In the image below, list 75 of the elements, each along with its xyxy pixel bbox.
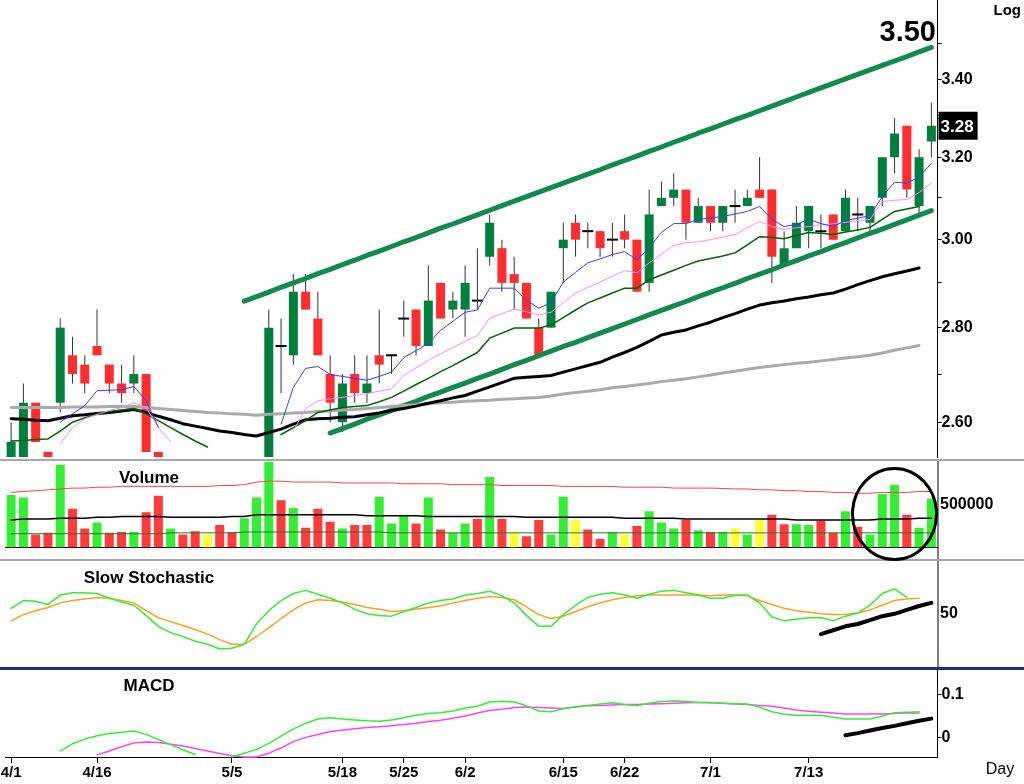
bar (558, 496, 568, 548)
y-tick-label: 0.1 (941, 685, 964, 703)
y-tick-label: 3.40 (941, 70, 973, 88)
bar (755, 519, 765, 548)
text: 50 (940, 604, 958, 622)
bar (804, 525, 814, 548)
bar (546, 534, 556, 548)
candlestick (606, 222, 618, 257)
bar (485, 476, 495, 548)
bar (681, 519, 691, 548)
candlestick (398, 300, 410, 337)
annotation: 3.28 (940, 116, 974, 136)
bar (387, 523, 396, 548)
chart-title: Slow Stochastic (83, 567, 215, 587)
candlestick (275, 318, 287, 394)
bar (141, 512, 151, 548)
x-tick-label: 6/22 (610, 763, 640, 781)
bar (521, 536, 531, 548)
x-tick-label: 6/15 (548, 763, 578, 781)
text: 500000 (940, 495, 994, 513)
bar (67, 508, 77, 548)
bar (31, 534, 41, 548)
bar (55, 464, 65, 548)
bar (877, 494, 887, 548)
x-tick-label: 7/13 (794, 763, 824, 781)
bar (117, 532, 127, 548)
x-tick-label: 5/5 (221, 763, 243, 781)
candlestick (582, 222, 594, 249)
x-tick-label: 5/18 (327, 763, 358, 781)
bar (92, 522, 102, 548)
chart-title: Volume (118, 467, 180, 487)
bar (350, 525, 360, 548)
bar (411, 523, 421, 548)
bar (178, 534, 188, 548)
chart-title: MACD (123, 675, 175, 695)
bar (791, 524, 801, 548)
bar (18, 497, 28, 548)
x-tick-label: 5/25 (389, 763, 419, 781)
bar (865, 534, 875, 548)
bar (595, 538, 605, 548)
bar (215, 525, 225, 548)
bar (239, 518, 249, 548)
bar (153, 495, 163, 548)
bar (374, 496, 384, 548)
bar (816, 520, 826, 548)
y-tick-label: 2.60 (941, 412, 973, 430)
x-tick-label: 4/1 (0, 763, 22, 781)
bar (264, 461, 274, 548)
y-tick-label: 2.80 (941, 318, 973, 336)
y-tick-label: 0 (941, 727, 951, 745)
bar (497, 519, 507, 548)
x-tick-label: 6/2 (454, 763, 476, 781)
x-tick-label: 7/1 (700, 763, 721, 781)
text: Log (993, 1, 1021, 19)
x-tick-label: 4/16 (82, 763, 112, 781)
bar (202, 534, 212, 548)
bar (6, 494, 16, 548)
x-axis-title: Day (985, 760, 1015, 778)
bar (779, 524, 789, 548)
bar (571, 519, 581, 548)
bar (362, 525, 372, 548)
bar (80, 528, 90, 548)
annotation: 3.50 (879, 15, 936, 47)
bar (276, 500, 286, 548)
y-tick-label: 3.20 (941, 147, 973, 165)
bar (890, 484, 900, 548)
bar (460, 523, 470, 548)
bar (742, 534, 752, 548)
bar (423, 497, 433, 548)
bar (129, 532, 139, 548)
bar (534, 519, 544, 548)
bar (620, 534, 630, 548)
bar (252, 497, 262, 548)
y-tick-label: 3.00 (941, 230, 973, 248)
bar (472, 519, 482, 548)
